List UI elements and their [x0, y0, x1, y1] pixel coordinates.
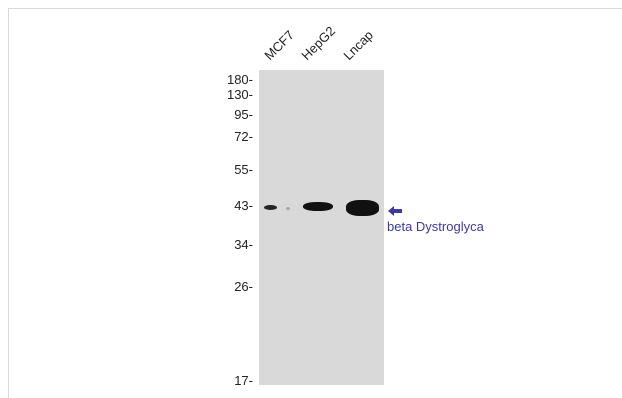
band-mcf7 — [264, 205, 277, 210]
mw-marker-17: 17- — [234, 373, 253, 388]
mw-marker-34: 34- — [234, 237, 253, 252]
band-lncap — [346, 200, 379, 216]
mw-marker-180: 180- — [226, 72, 253, 87]
band-mcf7-faint — [286, 207, 290, 210]
band-hepg2 — [303, 202, 333, 211]
frame-top-border — [8, 8, 622, 9]
mw-marker-95: 95- — [234, 107, 253, 122]
target-protein-label: beta Dystroglyca — [387, 219, 484, 234]
mw-marker-43: 43- — [234, 198, 253, 213]
left-arrow-icon — [388, 203, 402, 221]
mw-marker-26: 26- — [234, 279, 253, 294]
lane-label-hepg2: HepG2 — [298, 23, 339, 63]
mw-marker-130: 130- — [226, 87, 253, 102]
mw-marker-55: 55- — [234, 162, 253, 177]
frame-left-border — [8, 8, 9, 398]
lane-label-lncap: Lncap — [340, 27, 377, 63]
lane-label-mcf7: MCF7 — [261, 27, 298, 64]
mw-marker-72: 72- — [234, 129, 253, 144]
western-blot-membrane — [259, 70, 384, 385]
